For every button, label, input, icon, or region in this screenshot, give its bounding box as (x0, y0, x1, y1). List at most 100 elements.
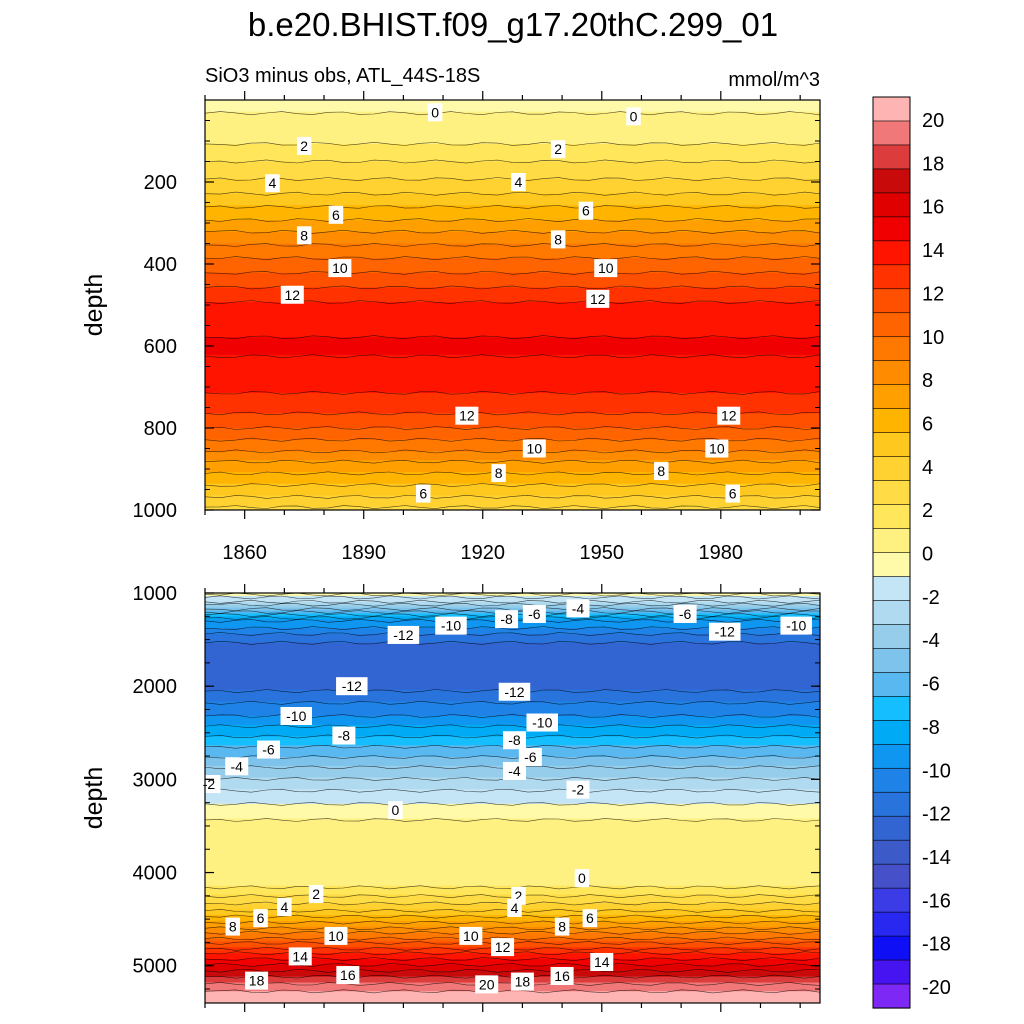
contour-label: 8 (654, 462, 669, 481)
depth-band (205, 663, 820, 667)
contour-label: -2 (566, 780, 590, 799)
depth-band (205, 607, 820, 612)
depth-band (205, 264, 820, 268)
depth-band (205, 129, 820, 133)
contour-line (205, 285, 820, 290)
depth-band (205, 824, 820, 828)
depth-band (205, 237, 820, 242)
depth-band (205, 926, 820, 931)
depth-band (205, 651, 820, 656)
depth-band (205, 595, 820, 600)
depth-band (205, 859, 820, 864)
colorbar-label: 6 (922, 413, 933, 435)
depth-band (205, 463, 820, 467)
depth-band (205, 850, 820, 855)
contour-label: 6 (253, 909, 268, 928)
depth-band (205, 701, 820, 705)
depth-band (205, 786, 820, 790)
contour-label: 6 (582, 909, 598, 928)
depth-band (205, 492, 820, 496)
depth-band (205, 343, 820, 347)
colorbar-label: -8 (922, 717, 940, 739)
depth-band (205, 275, 820, 280)
svg-text:12: 12 (721, 408, 737, 424)
svg-text:4: 4 (515, 174, 523, 190)
depth-band (205, 425, 820, 429)
contour-label: -10 (435, 616, 467, 635)
svg-text:0: 0 (392, 802, 400, 818)
colorbar-cell (872, 384, 911, 410)
depth-band (205, 601, 820, 606)
depth-band (205, 871, 820, 875)
svg-text:4: 4 (269, 175, 277, 191)
svg-text:-10: -10 (786, 618, 806, 634)
lower-frame (204, 592, 821, 1004)
depth-band (205, 660, 820, 664)
depth-band (205, 105, 820, 110)
colorbar-cell (872, 288, 911, 314)
depth-band (205, 348, 820, 353)
contour-label: 4 (265, 174, 280, 193)
depth-band (205, 266, 820, 271)
depth-band (205, 100, 820, 104)
x-tick-label: 1920 (460, 542, 505, 564)
contour-label: 8 (491, 464, 506, 483)
depth-band (205, 923, 820, 928)
colorbar-label: -2 (922, 587, 940, 609)
svg-text:-4: -4 (572, 600, 585, 616)
colorbar-label: 8 (922, 370, 933, 392)
svg-text:12: 12 (459, 408, 475, 424)
depth-band (205, 322, 820, 327)
y-tick-label: 800 (144, 418, 177, 440)
depth-band (205, 833, 820, 837)
colorbar-cell (872, 144, 911, 170)
depth-band (205, 381, 820, 385)
depth-band (205, 918, 820, 922)
colorbar-cell (872, 552, 911, 578)
depth-band (205, 231, 820, 236)
depth-band (205, 430, 820, 435)
contour-label: 2 (296, 136, 312, 155)
depth-band (205, 369, 820, 373)
svg-text:0: 0 (578, 870, 586, 886)
depth-band (205, 261, 820, 265)
contour-label: 18 (245, 971, 269, 990)
depth-band (205, 363, 820, 368)
contour-line (205, 218, 820, 223)
colorbar: 20181614121086420-2-4-6-8-10-12-14-16-18… (872, 96, 951, 1009)
svg-text:20: 20 (479, 976, 495, 992)
contour-line (205, 300, 820, 305)
y-axis-label: depth (80, 767, 108, 830)
colorbar-label: -16 (922, 890, 951, 912)
depth-band (205, 868, 820, 872)
colorbar-cell (872, 576, 911, 602)
depth-band (205, 167, 820, 171)
contour-label: 8 (550, 230, 566, 249)
svg-text:10: 10 (527, 441, 543, 457)
depth-band (205, 387, 820, 391)
depth-band (205, 246, 820, 250)
y-tick-label: 1000 (133, 583, 178, 605)
depth-band (205, 666, 820, 670)
contour-label: -4 (566, 599, 590, 618)
depth-band (205, 477, 820, 482)
colorbar-label: -6 (922, 674, 940, 696)
contour-label: 10 (324, 926, 348, 945)
contour-label: 8 (296, 226, 312, 245)
depth-band (205, 593, 820, 597)
depth-band (205, 795, 820, 799)
colorbar-cell (872, 911, 911, 937)
contour-line (205, 159, 820, 164)
depth-band (205, 648, 820, 653)
depth-band (205, 284, 820, 289)
depth-band (205, 419, 820, 423)
depth-band (205, 812, 820, 817)
depth-band (205, 416, 820, 420)
contour-label: -8 (332, 726, 356, 745)
subtitle-right: mmol/m^3 (728, 69, 820, 91)
contour-label: 20 (475, 975, 499, 994)
depth-band (205, 856, 820, 861)
depth-band (205, 994, 820, 998)
depth-band (205, 821, 820, 825)
depth-band (205, 258, 820, 262)
